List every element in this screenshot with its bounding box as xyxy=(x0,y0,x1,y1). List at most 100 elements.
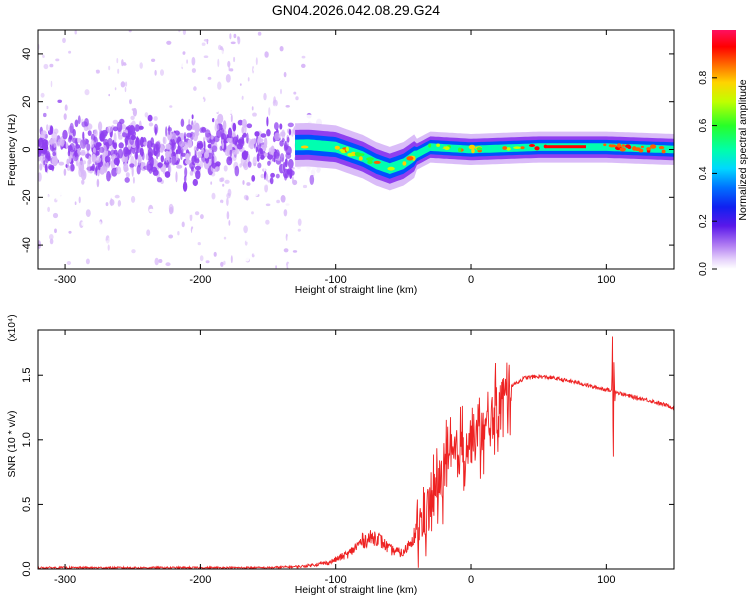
noise-speck xyxy=(203,55,209,58)
noise-blob xyxy=(106,170,111,182)
noise-speck xyxy=(61,71,67,75)
noise-speck xyxy=(225,74,231,83)
noise-blob xyxy=(287,158,294,169)
noise-speck xyxy=(261,192,264,195)
noise-blob xyxy=(95,166,98,176)
noise-blob xyxy=(265,173,269,181)
noise-speck xyxy=(81,104,87,114)
noise-speck xyxy=(272,99,278,107)
noise-speck xyxy=(129,184,132,193)
noise-blob xyxy=(98,146,105,153)
noise-speck xyxy=(189,233,193,242)
snr-y-exponent: (x10⁴) xyxy=(7,314,18,341)
noise-blob xyxy=(129,163,135,168)
noise-speck xyxy=(71,102,74,108)
noise-speck xyxy=(74,201,77,205)
noise-speck xyxy=(293,91,297,95)
noise-speck xyxy=(236,251,241,257)
noise-blob xyxy=(101,131,107,139)
noise-blob xyxy=(80,169,87,181)
noise-blob xyxy=(158,162,162,169)
noise-speck xyxy=(65,102,69,105)
noise-speck xyxy=(87,130,92,137)
noise-speck xyxy=(133,79,136,84)
noise-blob xyxy=(217,113,224,124)
noise-blob xyxy=(195,158,200,164)
noise-speck xyxy=(295,96,299,101)
noise-blob xyxy=(96,142,99,147)
ridge-hotspot xyxy=(373,160,381,164)
snr-plot-area xyxy=(38,330,674,569)
noise-speck xyxy=(57,54,59,60)
noise-speck xyxy=(149,189,153,192)
noise-speck xyxy=(259,54,263,57)
noise-speck xyxy=(164,60,168,64)
noise-speck xyxy=(263,30,269,35)
noise-speck xyxy=(143,211,148,217)
noise-speck xyxy=(44,230,48,239)
noise-blob xyxy=(183,132,187,142)
noise-speck xyxy=(191,227,196,236)
noise-speck xyxy=(148,41,152,46)
noise-blob xyxy=(46,124,49,131)
noise-speck xyxy=(275,265,277,269)
noise-speck xyxy=(124,211,128,216)
noise-speck xyxy=(40,195,44,204)
noise-speck xyxy=(294,76,298,82)
noise-speck xyxy=(155,189,160,193)
noise-speck xyxy=(226,211,230,220)
y-tick-label: 0.5 xyxy=(21,497,33,512)
noise-speck xyxy=(236,36,240,40)
noise-speck xyxy=(251,106,254,111)
noise-speck xyxy=(244,256,250,262)
noise-speck xyxy=(96,178,100,188)
noise-speck xyxy=(296,87,300,96)
noise-speck xyxy=(95,208,100,212)
noise-speck xyxy=(55,58,60,62)
ridge-hotspot xyxy=(625,144,631,148)
noise-speck xyxy=(268,107,271,116)
noise-speck xyxy=(254,30,258,34)
noise-speck xyxy=(100,62,104,70)
noise-blob xyxy=(53,128,59,135)
noise-blob xyxy=(257,137,260,145)
noise-speck xyxy=(298,213,305,218)
noise-blob xyxy=(69,122,74,134)
noise-blob xyxy=(232,136,239,145)
noise-blob xyxy=(192,131,199,142)
noise-speck xyxy=(241,234,246,243)
noise-speck xyxy=(177,231,180,236)
noise-speck xyxy=(302,184,308,189)
noise-speck xyxy=(253,98,257,105)
noise-speck xyxy=(297,84,302,90)
noise-blob xyxy=(165,150,170,158)
noise-blob xyxy=(195,170,201,180)
noise-blob xyxy=(252,156,257,167)
noise-speck xyxy=(49,68,55,77)
noise-speck xyxy=(248,170,253,174)
ridge-hotspot xyxy=(436,143,440,147)
ridge-hotspot xyxy=(621,144,626,147)
noise-blob xyxy=(48,163,53,170)
noise-blob xyxy=(104,166,108,173)
noise-speck xyxy=(43,51,49,57)
noise-speck xyxy=(292,179,298,186)
noise-blob xyxy=(187,139,192,148)
noise-speck xyxy=(264,253,268,262)
noise-blob xyxy=(186,132,193,138)
noise-speck xyxy=(131,249,136,254)
noise-speck xyxy=(211,192,216,200)
noise-blob xyxy=(135,151,139,160)
noise-speck xyxy=(93,70,97,76)
noise-speck xyxy=(231,244,234,254)
noise-speck xyxy=(245,233,250,243)
noise-speck xyxy=(129,36,134,46)
noise-speck xyxy=(57,88,63,93)
noise-blob xyxy=(104,155,111,163)
noise-speck xyxy=(101,206,106,212)
colorbar-tick-label: 0.8 xyxy=(698,70,709,84)
noise-speck xyxy=(113,189,118,194)
noise-blob xyxy=(192,178,198,187)
noise-speck xyxy=(297,218,302,226)
noise-speck xyxy=(217,151,221,159)
